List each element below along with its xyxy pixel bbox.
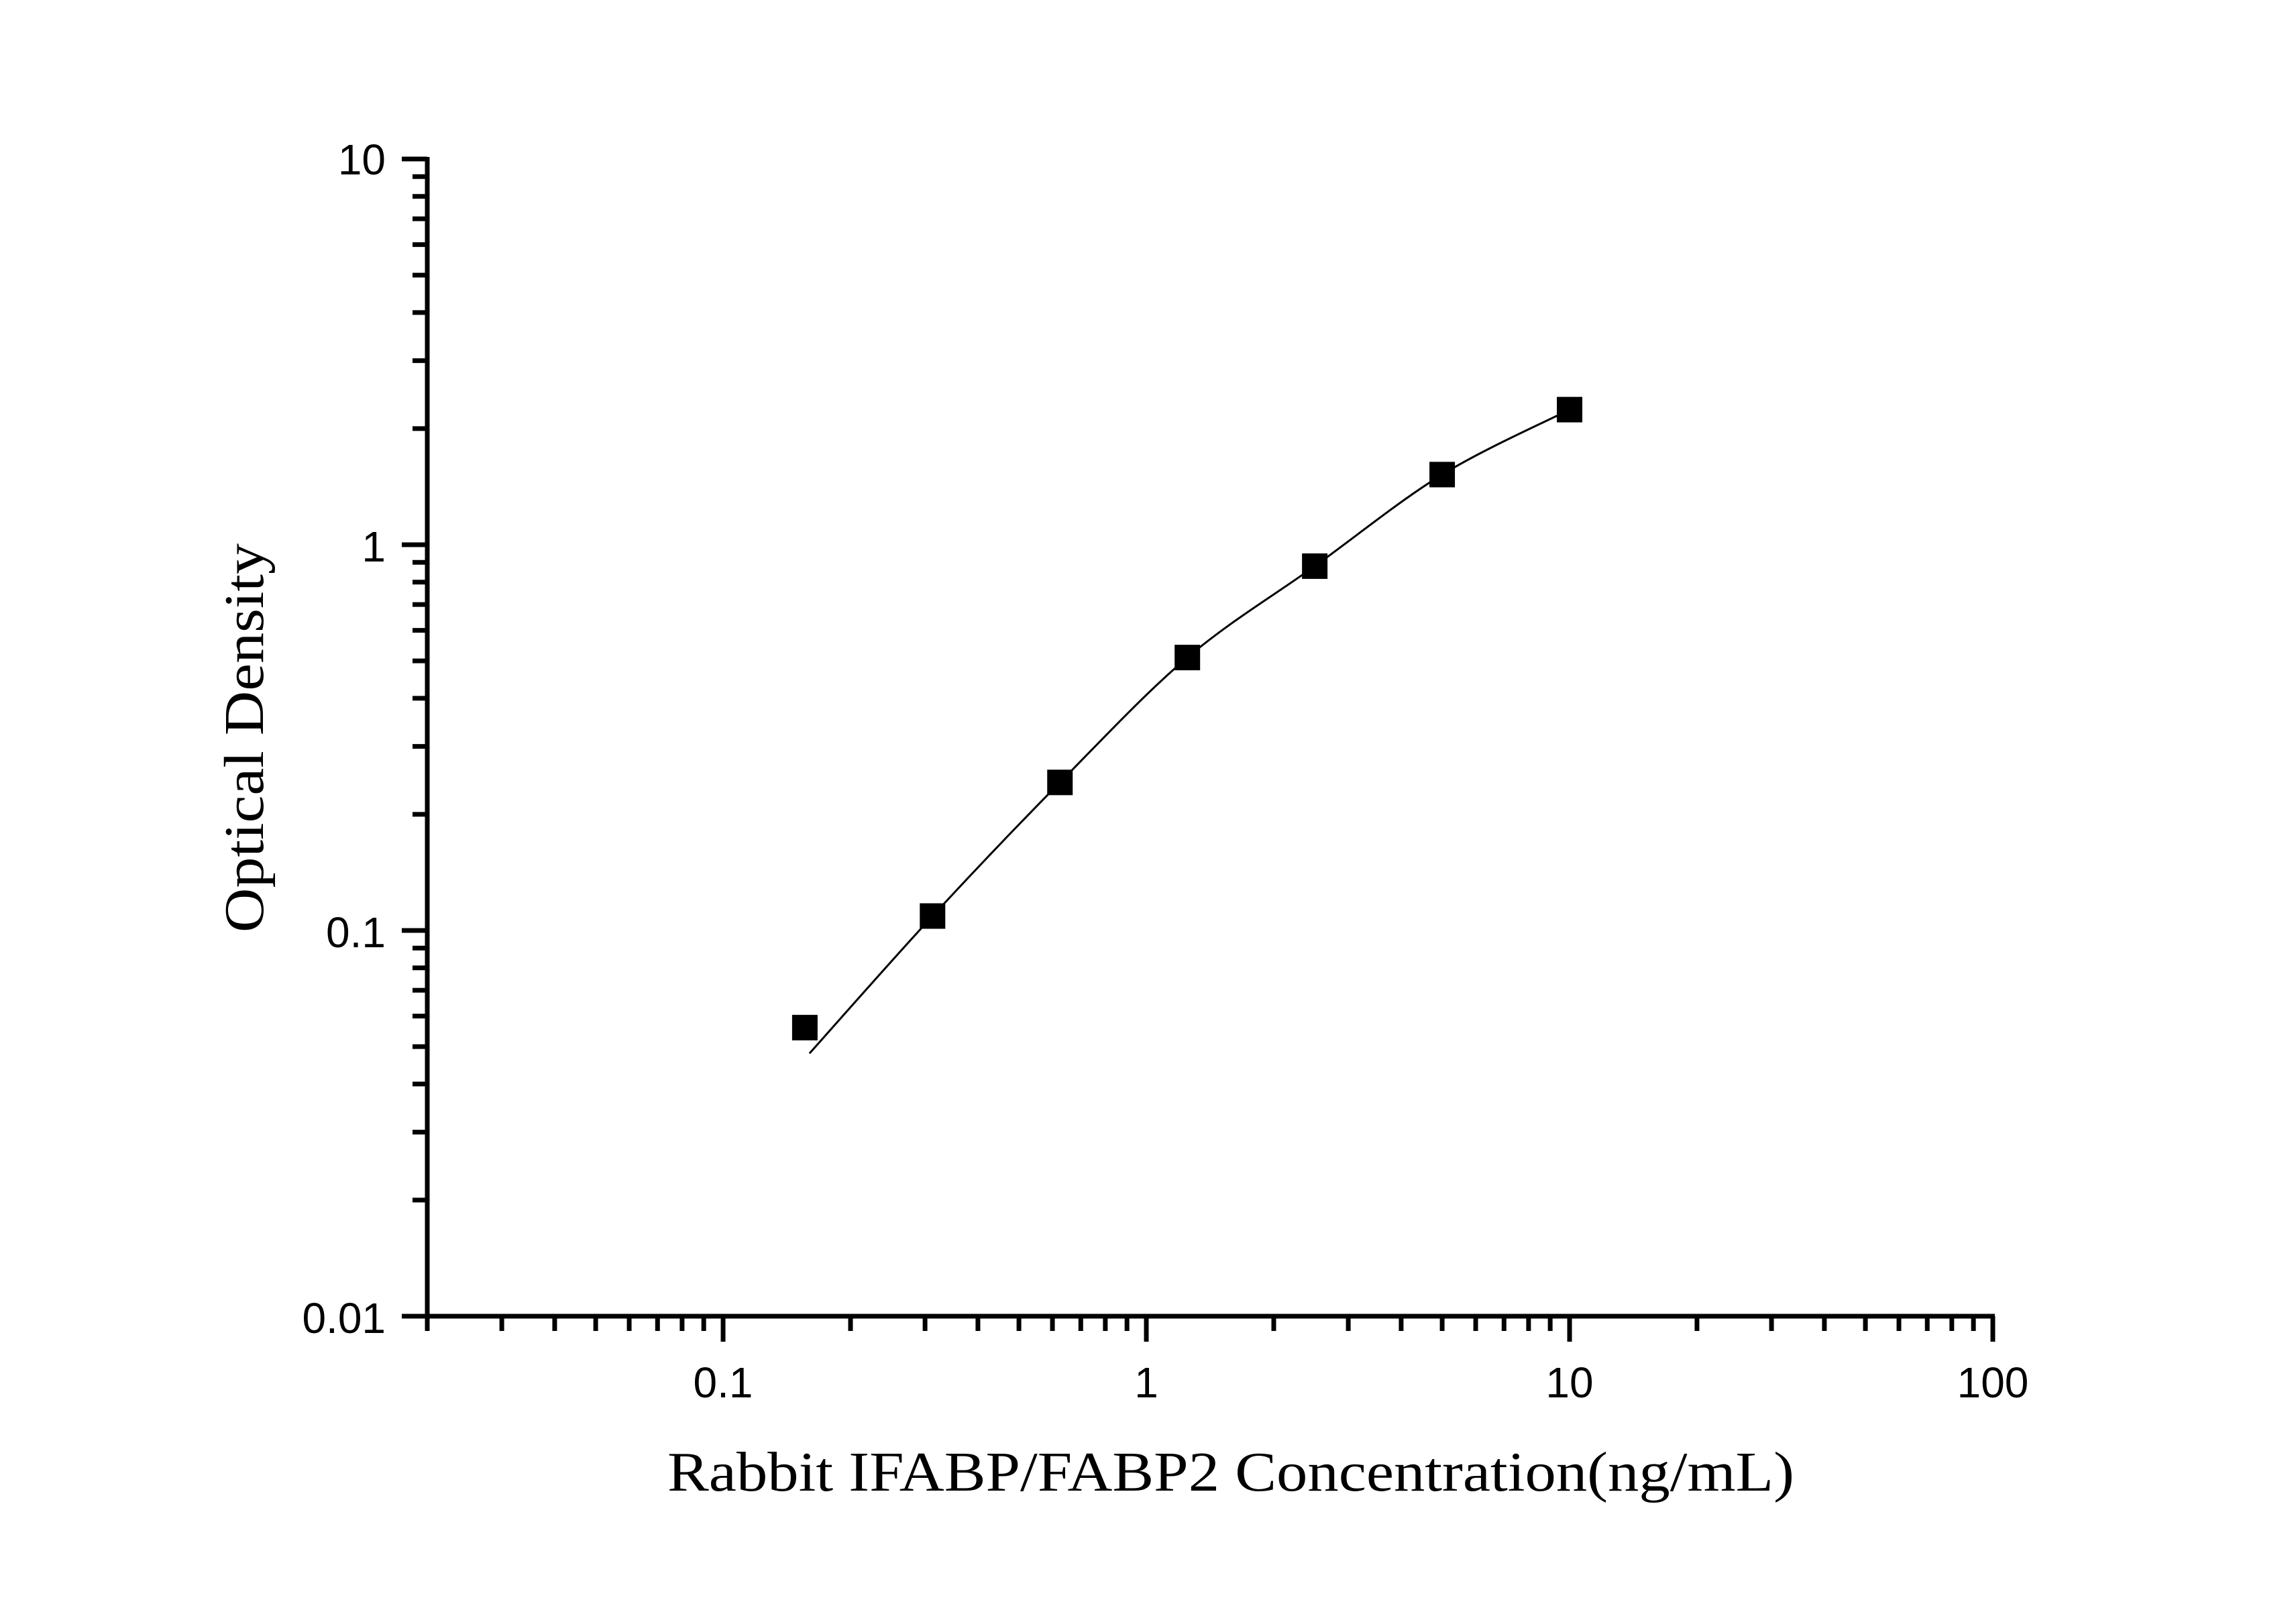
data-point-square-marker	[1302, 553, 1328, 579]
y-tick-label: 1	[362, 523, 386, 571]
data-points	[791, 396, 1583, 1040]
fit-curve	[808, 409, 1570, 1055]
data-point-square-marker	[1174, 645, 1201, 671]
data-point-square-marker	[920, 903, 946, 929]
axes	[425, 157, 1995, 1319]
data-point-square-marker	[1047, 769, 1073, 796]
y-axis-title: Optical Density	[213, 543, 276, 932]
y-tick-label: 0.1	[326, 908, 386, 957]
y-axis-ticks	[402, 156, 427, 1319]
fit-curve-line	[808, 409, 1570, 1055]
x-tick-label: 0.1	[694, 1358, 753, 1407]
y-tick-label: 0.01	[302, 1294, 386, 1342]
x-tick-label: 10	[1545, 1358, 1593, 1407]
x-axis-tick-labels: 0.1 1 10 100	[694, 1358, 2029, 1407]
x-tick-label: 100	[1957, 1358, 2029, 1407]
y-axis-tick-labels: 0.01 0.1 1 10	[302, 136, 386, 1342]
x-axis-ticks	[425, 1316, 1996, 1342]
data-point-square-marker	[791, 1014, 818, 1040]
x-axis-title: Rabbit IFABP/FABP2 Concentration(ng/mL)	[667, 1441, 1794, 1503]
y-tick-label: 10	[338, 136, 386, 184]
x-tick-label: 1	[1134, 1358, 1158, 1407]
data-point-square-marker	[1557, 396, 1583, 423]
data-point-square-marker	[1429, 462, 1456, 488]
